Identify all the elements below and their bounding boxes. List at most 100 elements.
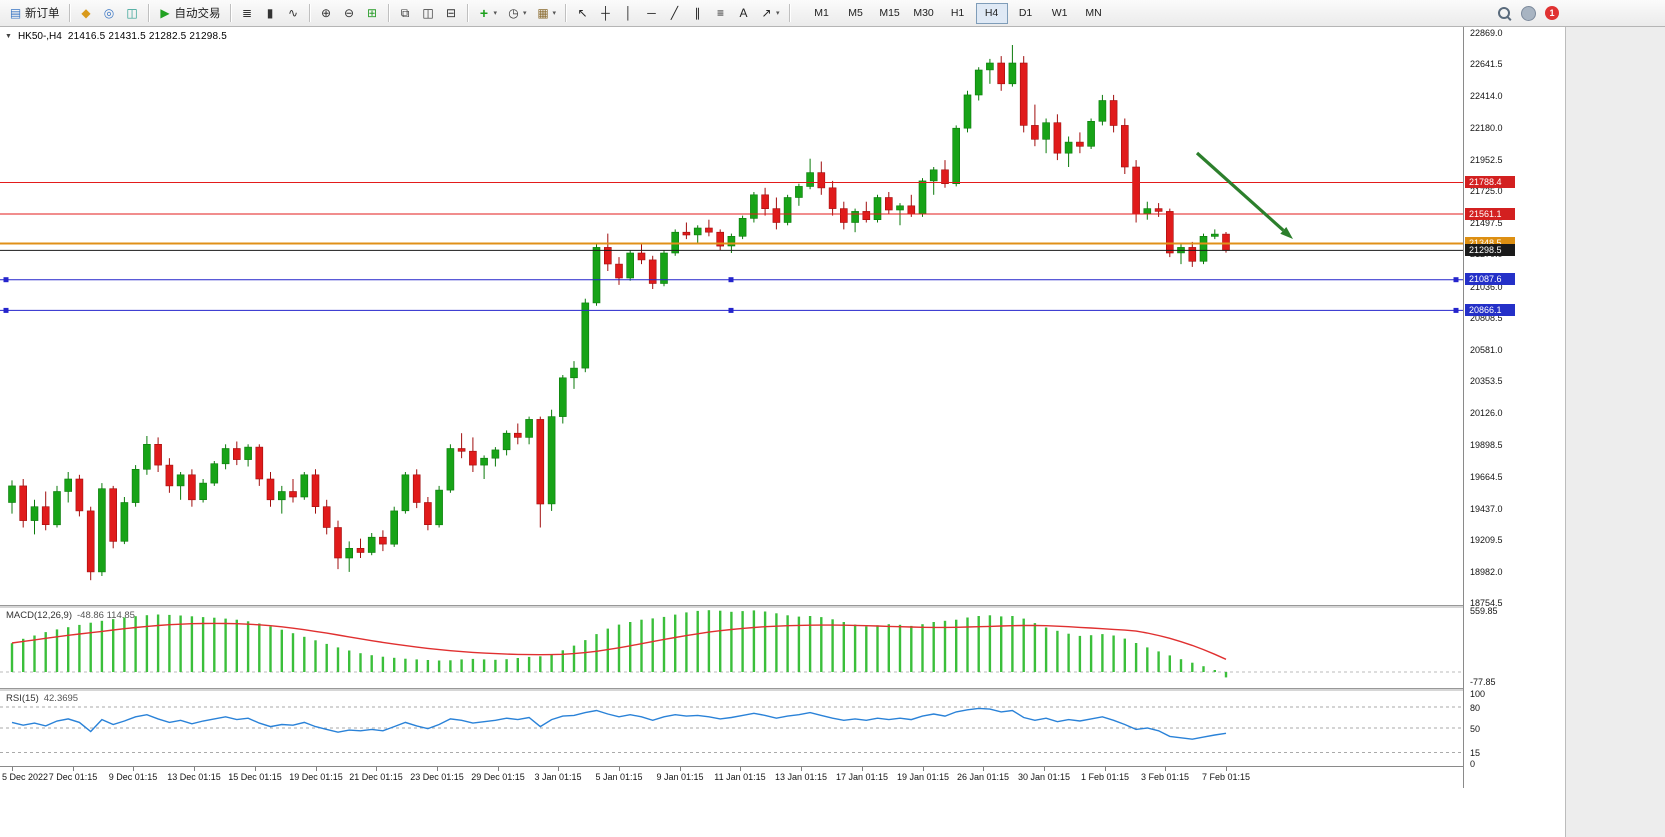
time-tick: [1165, 767, 1166, 771]
horizontal-line-icon-glyph: ─: [647, 6, 656, 20]
text-icon[interactable]: A: [732, 1, 755, 25]
candle: [1121, 118, 1129, 174]
time-tick: [376, 767, 377, 771]
dropdown-caret-icon[interactable]: ▾: [552, 10, 557, 17]
rsi-canvas[interactable]: [0, 691, 1463, 766]
line-chart-icon[interactable]: ∿: [282, 1, 305, 25]
tile-vertical-icon[interactable]: ⊟: [440, 1, 463, 25]
hline-handle[interactable]: [1453, 277, 1459, 283]
trendline-icon[interactable]: ╱: [663, 1, 686, 25]
new-order-button[interactable]: ▤ 新订单: [4, 1, 65, 25]
arrows-icon[interactable]: ↗ ▾: [755, 1, 785, 25]
hline-handle[interactable]: [728, 277, 734, 283]
hline-handle[interactable]: [728, 307, 734, 313]
timeframe-m1[interactable]: M1: [814, 7, 829, 19]
candle: [277, 485, 286, 514]
channel-icon[interactable]: ∥: [686, 1, 709, 25]
hline-handle[interactable]: [3, 277, 9, 283]
period-button[interactable]: ◷ ▾: [502, 1, 532, 25]
bar-chart-icon[interactable]: ≣: [236, 1, 259, 25]
hline-handle[interactable]: [1453, 307, 1459, 313]
search-icon[interactable]: [1497, 6, 1512, 21]
candlestick-icon[interactable]: ▮: [259, 1, 282, 25]
candle: [300, 472, 309, 500]
candle: [401, 472, 410, 514]
candle: [1098, 94, 1107, 126]
toolbar-separator: [229, 4, 232, 22]
timeframe-m30[interactable]: M30: [913, 7, 934, 19]
timeframe-m15[interactable]: M15: [879, 7, 900, 19]
macd-values: -48.86 114.85: [77, 610, 135, 621]
time-tick: [133, 767, 134, 771]
timeframe-h1[interactable]: H1: [950, 7, 965, 19]
horizontal-line-icon[interactable]: ─: [640, 1, 663, 25]
search-icon-handle: [1506, 15, 1512, 21]
timeframe-w1[interactable]: W1: [1051, 7, 1068, 19]
candle: [1087, 118, 1095, 149]
toolbar-group-zoom: ⊕ ⊖ ⊞: [315, 1, 384, 25]
price-axis-label: 22869.0: [1470, 28, 1503, 38]
cascade-windows-icon[interactable]: ⧉: [394, 1, 417, 25]
dropdown-caret-icon[interactable]: ▾: [776, 10, 780, 17]
zoom-out-icon-glyph: ⊖: [343, 6, 355, 20]
profiles-icon-glyph: ◎: [103, 6, 115, 20]
timeframe-m5[interactable]: M5: [848, 7, 863, 19]
candle: [828, 180, 837, 216]
time-axis-label: 7 Feb 01:15: [1201, 772, 1251, 782]
candle: [446, 444, 455, 493]
collapse-icon[interactable]: ▼: [5, 33, 12, 40]
candle: [1132, 160, 1140, 223]
template-button[interactable]: ▦ ▾: [532, 1, 562, 25]
dropdown-caret-icon[interactable]: ▾: [493, 10, 498, 17]
price-axis[interactable]: 22869.0 22641.5 22414.0 22180.0 21952.5 21725…: [1463, 27, 1565, 788]
timeframe-mn[interactable]: MN: [1085, 7, 1102, 19]
search-icon-circle: [1498, 6, 1510, 19]
candle: [615, 257, 623, 285]
dropdown-caret-icon[interactable]: ▾: [523, 10, 527, 17]
candle: [502, 430, 511, 456]
main-chart-canvas[interactable]: [0, 27, 1463, 605]
account-icon[interactable]: [1521, 5, 1536, 21]
timeframe-d1[interactable]: D1: [1018, 7, 1033, 19]
vertical-line-icon[interactable]: │: [617, 1, 640, 25]
market-watch-icon[interactable]: ◫: [121, 1, 144, 25]
time-tick: [801, 767, 802, 771]
toolbar-separator: [788, 4, 791, 22]
candle: [963, 90, 972, 133]
new-order-button-label: 新订单: [25, 8, 60, 20]
zoom-out-icon[interactable]: ⊖: [338, 1, 361, 25]
candle: [64, 472, 72, 503]
autotrading-button[interactable]: ▶ 自动交易: [154, 1, 226, 25]
notification-badge[interactable]: 1: [1545, 6, 1559, 20]
time-axis[interactable]: 5 Dec 2022 7 Dec 01:15 9 Dec 01:15 13 Dec 0…: [0, 766, 1565, 788]
panel-splitter[interactable]: [0, 688, 1565, 691]
timeframe-h4[interactable]: H4: [975, 2, 1008, 24]
candle: [154, 437, 162, 472]
grid-icon[interactable]: ⊞: [361, 1, 384, 25]
candle: [210, 461, 219, 486]
time-tick: [1044, 767, 1045, 771]
toolbar-separator: [387, 4, 390, 22]
candle: [547, 409, 556, 511]
zoom-in-icon[interactable]: ⊕: [315, 1, 338, 25]
tile-horizontal-icon[interactable]: ◫: [417, 1, 440, 25]
charts-icon[interactable]: ◆: [75, 1, 98, 25]
candle: [952, 125, 961, 187]
candle: [513, 423, 522, 445]
candle: [412, 469, 421, 509]
cascade-windows-icon-glyph: ⧉: [400, 6, 410, 20]
profiles-icon[interactable]: ◎: [98, 1, 121, 25]
right-panel: [1565, 27, 1665, 837]
tile-horizontal-icon-glyph: ◫: [422, 6, 434, 20]
candle: [862, 201, 871, 223]
hline-handle[interactable]: [3, 307, 9, 313]
candle: [469, 437, 477, 472]
new-chart-button[interactable]: + ▾: [473, 1, 503, 25]
fibonacci-icon[interactable]: ≡: [709, 1, 732, 25]
cursor-icon[interactable]: ↖: [571, 1, 594, 25]
macd-canvas[interactable]: [0, 608, 1463, 688]
crosshair-icon[interactable]: ┼: [594, 1, 617, 25]
trend-arrow[interactable]: [1195, 151, 1293, 239]
time-axis-label: 19 Jan 01:15: [896, 772, 950, 782]
panel-splitter[interactable]: [0, 605, 1565, 608]
